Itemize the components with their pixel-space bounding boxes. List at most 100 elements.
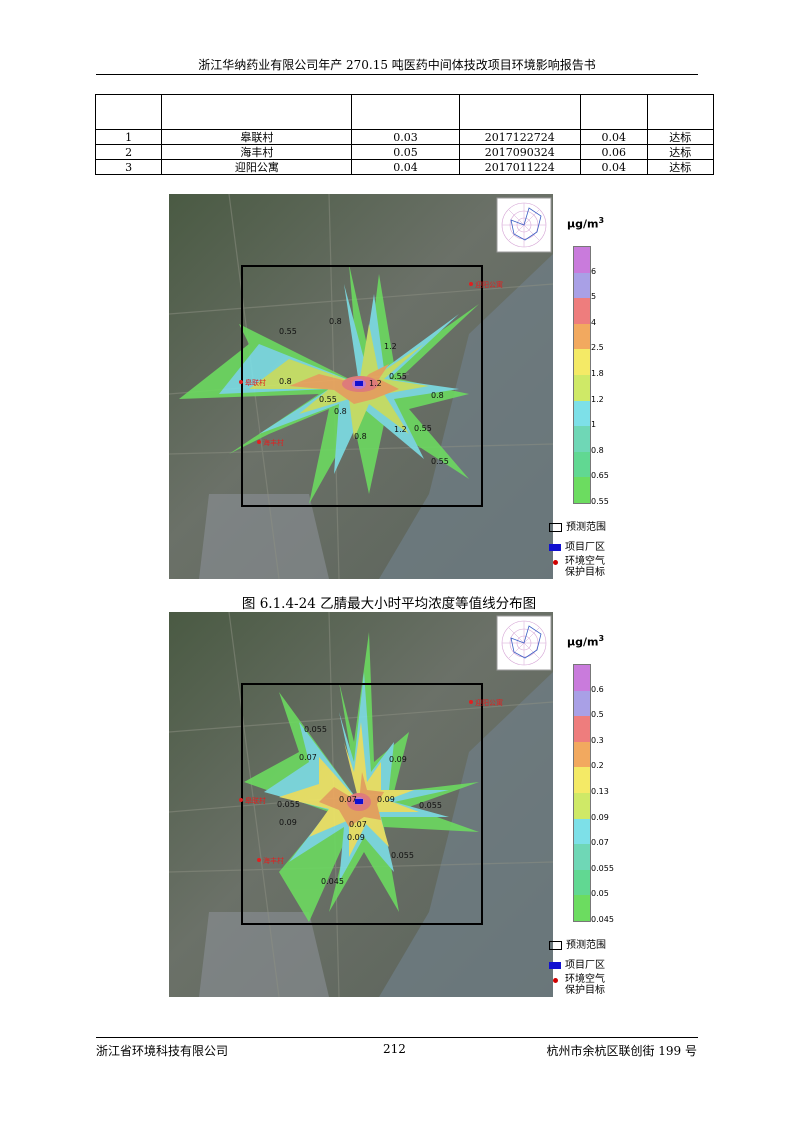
table-cell: 2 bbox=[94, 144, 163, 160]
contour-label: 0.045 bbox=[321, 877, 344, 886]
site-marker-icon bbox=[257, 858, 261, 862]
site-marker-icon bbox=[469, 700, 473, 704]
legend-color-bar bbox=[573, 246, 591, 504]
contour-label: 1.2 bbox=[384, 342, 397, 351]
legend-key-plant: 项目厂区 bbox=[549, 956, 639, 971]
legend-color-segment bbox=[574, 793, 590, 819]
site-marker-icon bbox=[257, 440, 261, 444]
legend-color-segment bbox=[574, 323, 590, 350]
footer-address: 杭州市余杭区联创街 199 号 bbox=[546, 1044, 697, 1058]
legend-key-label: 预测范围 bbox=[566, 522, 606, 533]
contour-label: 0.8 bbox=[334, 407, 347, 416]
target-dot-icon bbox=[553, 560, 558, 565]
site-label: 迎阳公寓 bbox=[475, 698, 503, 707]
wind-rose-icon bbox=[496, 615, 552, 671]
contour-label: 0.09 bbox=[279, 818, 297, 827]
site-marker-icon bbox=[239, 380, 243, 384]
contour-value-labels: 0.055 0.07 0.09 0.055 0.09 0.07 0.055 0.… bbox=[277, 725, 442, 886]
contour-figure-1: 0.55 0.8 1.2 0.8 0.55 0.8 1.2 0.55 0.8 1… bbox=[169, 194, 609, 579]
contour-value-labels: 0.55 0.8 1.2 0.8 0.55 0.8 1.2 0.55 0.8 1… bbox=[279, 317, 449, 466]
table-header-cell bbox=[646, 94, 715, 130]
legend-key-line: 环境空气 bbox=[565, 556, 605, 567]
legend-tick-label: 0.6 bbox=[591, 684, 604, 694]
protection-target-sites: 迎阳公寓 皋联村 海丰村 bbox=[239, 698, 503, 865]
table-cell: 0.05 bbox=[351, 144, 460, 160]
legend-unit-text: μg/m bbox=[567, 635, 599, 649]
range-box-icon bbox=[549, 522, 562, 532]
page-number: 212 bbox=[383, 1042, 406, 1056]
project-site-marker bbox=[355, 799, 363, 804]
legend-color-segment bbox=[574, 741, 590, 768]
legend-tick-label: 0.13 bbox=[591, 787, 609, 796]
legend-color-segment bbox=[574, 451, 590, 478]
plant-area-icon bbox=[549, 961, 561, 969]
footer-rule bbox=[96, 1037, 698, 1038]
table-row: 1 皋联村 0.03 2017122724 0.04 达标 bbox=[94, 129, 715, 145]
river-area bbox=[379, 254, 553, 579]
table-cell: 0.04 bbox=[580, 159, 648, 175]
legend-unit: μg/m3 bbox=[567, 634, 604, 649]
legend-color-segment bbox=[574, 869, 590, 896]
table-header-cell bbox=[580, 94, 648, 130]
table-row: 2 海丰村 0.05 2017090324 0.06 达标 bbox=[94, 144, 715, 160]
legend-color-segment bbox=[574, 716, 590, 742]
contour-label: 0.055 bbox=[419, 801, 442, 810]
site-label: 海丰村 bbox=[263, 856, 284, 865]
contour-label: 0.07 bbox=[299, 753, 317, 762]
contour-label: 0.07 bbox=[339, 795, 357, 804]
contour-map-2: 0.055 0.07 0.09 0.055 0.09 0.07 0.055 0.… bbox=[169, 612, 553, 997]
legend-tick-label: 0.045 bbox=[591, 915, 614, 924]
legend-key-range: 预测范围 bbox=[549, 936, 639, 951]
legend-key-range: 预测范围 bbox=[549, 518, 639, 533]
legend-key-label: 环境空气 保护目标 bbox=[565, 556, 605, 578]
table-cell: 0.06 bbox=[580, 144, 648, 160]
legend-unit-sup: 3 bbox=[598, 634, 605, 643]
contour-label: 0.8 bbox=[279, 377, 292, 386]
table-cell: 0.04 bbox=[351, 159, 460, 175]
legend-unit: μg/m3 bbox=[567, 216, 604, 231]
contour-label: 0.55 bbox=[319, 395, 337, 404]
concentration-legend-2: μg/m3 0.6 0.5 0.3 0.2 0.13 0.09 0.07 0.055 0.05 0… bbox=[549, 612, 614, 997]
legend-tick-label: 0.65 bbox=[591, 471, 609, 481]
legend-tick-label: 0.2 bbox=[591, 761, 604, 771]
site-label: 皋联村 bbox=[245, 378, 266, 387]
contour-label: 0.8 bbox=[354, 432, 367, 441]
legend-tick-label: 0.55 bbox=[591, 497, 609, 506]
contour-label: 0.07 bbox=[349, 820, 367, 829]
contour-figure-2: 0.055 0.07 0.09 0.055 0.09 0.07 0.055 0.… bbox=[169, 612, 614, 997]
table-cell: 2017090324 bbox=[458, 144, 582, 160]
table-row: 3 迎阳公寓 0.04 2017011224 0.04 达标 bbox=[94, 159, 715, 175]
legend-tick-label: 5 bbox=[591, 292, 597, 302]
table-header-cell bbox=[161, 94, 353, 130]
figure-caption: 图 6.1.4-24 乙腈最大小时平均浓度等值线分布图 bbox=[241, 596, 537, 612]
site-label: 皋联村 bbox=[245, 796, 266, 805]
contour-band-013 bbox=[279, 722, 419, 857]
table-cell: 0.04 bbox=[580, 129, 648, 145]
legend-tick-label: 0.055 bbox=[591, 863, 614, 873]
contour-label: 0.055 bbox=[304, 725, 327, 734]
urban-area bbox=[199, 494, 329, 579]
protection-target-sites: 迎阳公寓 皋联村 海丰村 bbox=[239, 280, 503, 447]
legend-unit-sup: 3 bbox=[598, 216, 605, 225]
table-cell: 迎阳公寓 bbox=[161, 159, 353, 175]
urban-area bbox=[199, 912, 329, 997]
legend-key-target: 环境空气 保护目标 bbox=[549, 556, 639, 578]
contour-map-1: 0.55 0.8 1.2 0.8 0.55 0.8 1.2 0.55 0.8 1… bbox=[169, 194, 553, 579]
site-label: 海丰村 bbox=[263, 438, 284, 447]
legend-color-segment bbox=[574, 272, 590, 299]
table-cell: 0.03 bbox=[351, 129, 460, 145]
legend-tick-label: 0.05 bbox=[591, 889, 609, 899]
legend-key-line: 环境空气 bbox=[565, 974, 605, 985]
legend-tick-label: 6 bbox=[591, 266, 597, 276]
table-cell: 达标 bbox=[646, 159, 715, 175]
legend-unit-text: μg/m bbox=[567, 217, 599, 231]
legend-color-segment bbox=[574, 477, 590, 503]
legend-color-segment bbox=[574, 844, 590, 870]
contour-label: 0.055 bbox=[277, 800, 300, 809]
legend-color-segment bbox=[574, 767, 590, 793]
plant-area-icon bbox=[549, 543, 561, 551]
legend-key-label: 环境空气 保护目标 bbox=[565, 974, 605, 996]
header-rule bbox=[96, 74, 698, 75]
contour-label: 0.8 bbox=[431, 391, 444, 400]
table-header-cell bbox=[458, 94, 582, 130]
